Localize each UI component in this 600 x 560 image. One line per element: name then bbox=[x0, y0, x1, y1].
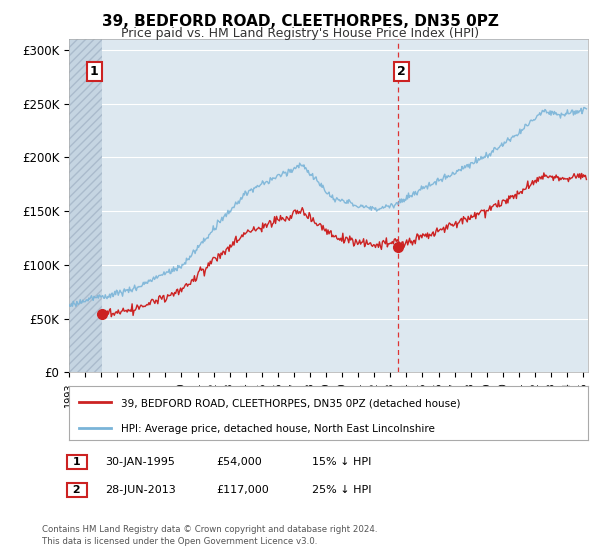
Text: 15% ↓ HPI: 15% ↓ HPI bbox=[312, 457, 371, 467]
Text: 39, BEDFORD ROAD, CLEETHORPES, DN35 0PZ (detached house): 39, BEDFORD ROAD, CLEETHORPES, DN35 0PZ … bbox=[121, 398, 460, 408]
Text: 39, BEDFORD ROAD, CLEETHORPES, DN35 0PZ: 39, BEDFORD ROAD, CLEETHORPES, DN35 0PZ bbox=[101, 14, 499, 29]
Text: 2: 2 bbox=[69, 485, 85, 495]
Text: 25% ↓ HPI: 25% ↓ HPI bbox=[312, 485, 371, 495]
Text: Contains HM Land Registry data © Crown copyright and database right 2024.
This d: Contains HM Land Registry data © Crown c… bbox=[42, 525, 377, 546]
Text: HPI: Average price, detached house, North East Lincolnshire: HPI: Average price, detached house, Nort… bbox=[121, 424, 435, 434]
Bar bbox=[69, 39, 103, 372]
Text: 2: 2 bbox=[397, 65, 406, 78]
Text: 1: 1 bbox=[90, 65, 99, 78]
Text: £54,000: £54,000 bbox=[216, 457, 262, 467]
Text: 1: 1 bbox=[69, 457, 85, 467]
Text: 28-JUN-2013: 28-JUN-2013 bbox=[105, 485, 176, 495]
Text: 30-JAN-1995: 30-JAN-1995 bbox=[105, 457, 175, 467]
Text: £117,000: £117,000 bbox=[216, 485, 269, 495]
Bar bbox=[69, 39, 103, 372]
Text: Price paid vs. HM Land Registry's House Price Index (HPI): Price paid vs. HM Land Registry's House … bbox=[121, 27, 479, 40]
